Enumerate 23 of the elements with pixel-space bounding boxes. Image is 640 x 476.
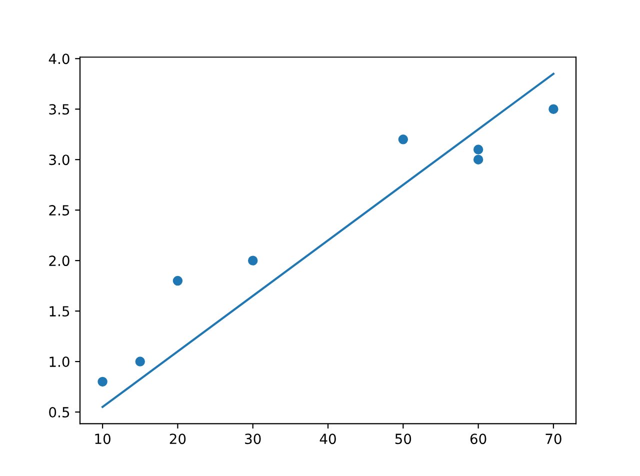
- y-tick-label: 2.5: [49, 205, 70, 216]
- x-tick-label: 10: [95, 434, 110, 444]
- x-tick-label: 60: [470, 434, 486, 444]
- x-tick-label: 30: [245, 434, 261, 444]
- y-tick-label: 2.0: [49, 256, 70, 266]
- point: [473, 154, 484, 164]
- x-tick-label: 40: [320, 434, 336, 444]
- x-tick-label: 70: [546, 434, 562, 444]
- point: [135, 356, 145, 366]
- point: [473, 144, 484, 154]
- x-tick-label: 20: [170, 434, 186, 444]
- y-tick-label: 3.5: [49, 104, 70, 115]
- point: [398, 134, 408, 144]
- y-tick-label: 3.0: [49, 154, 70, 166]
- x-tick-label: 50: [395, 434, 412, 444]
- y-tick-label: 0.5: [49, 406, 70, 418]
- point: [248, 256, 258, 266]
- point: [98, 376, 108, 387]
- y-tick-label: 1.0: [50, 356, 70, 368]
- y-tick-label: 4.0: [48, 54, 70, 64]
- point: [172, 276, 183, 286]
- y-tick-label: 1.5: [50, 306, 70, 317]
- point: [548, 104, 558, 114]
